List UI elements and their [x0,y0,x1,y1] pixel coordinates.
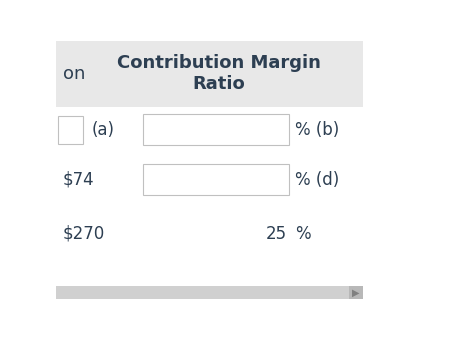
Text: 25: 25 [266,225,287,243]
Text: on: on [63,65,85,83]
Bar [143,164,289,195]
Bar [56,41,363,107]
Text: $74: $74 [63,171,94,189]
Text: %: % [295,225,311,243]
Bar [58,116,83,144]
Text: ▶: ▶ [352,287,359,298]
Text: $270: $270 [63,225,105,243]
Text: (a): (a) [92,121,115,139]
Text: % (b): % (b) [295,121,339,139]
Bar [363,41,406,107]
Text: % (d): % (d) [295,171,339,189]
Bar [143,114,289,145]
Text: Contribution Margin
Ratio: Contribution Margin Ratio [117,55,321,93]
Bar [349,286,363,299]
Bar [56,286,363,299]
